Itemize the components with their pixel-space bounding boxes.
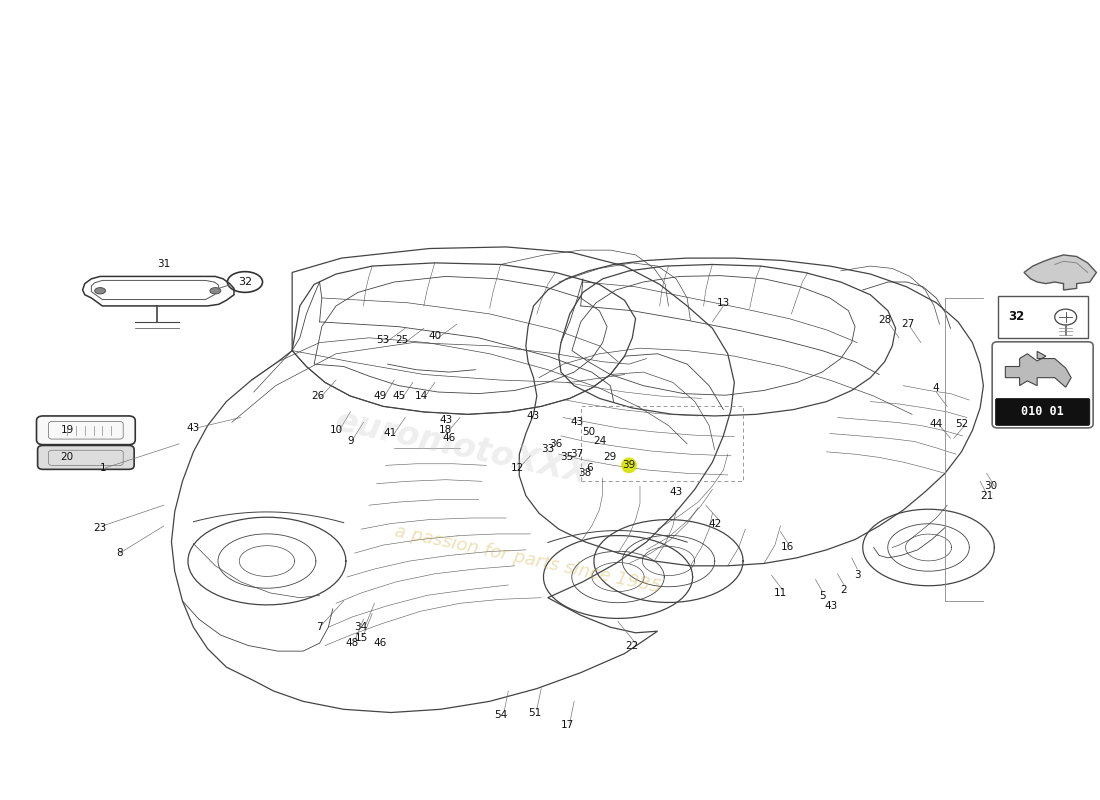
Text: 35: 35 <box>560 452 573 462</box>
Text: 34: 34 <box>354 622 367 632</box>
Text: 50: 50 <box>582 427 595 437</box>
Text: 43: 43 <box>187 423 200 433</box>
Text: a passion for parts since 1985: a passion for parts since 1985 <box>393 522 663 597</box>
Text: 16: 16 <box>780 542 793 553</box>
Text: 25: 25 <box>395 335 408 346</box>
Text: 49: 49 <box>373 391 386 401</box>
Text: 15: 15 <box>354 633 367 642</box>
Text: 52: 52 <box>955 419 968 429</box>
Text: 31: 31 <box>157 259 170 270</box>
Ellipse shape <box>95 287 106 294</box>
Polygon shape <box>1024 255 1097 290</box>
Text: 30: 30 <box>984 481 998 491</box>
Text: 18: 18 <box>439 426 452 435</box>
Text: 24: 24 <box>593 437 606 446</box>
Text: 5: 5 <box>818 591 825 601</box>
Text: 43: 43 <box>527 411 540 421</box>
Text: 40: 40 <box>428 331 441 342</box>
Text: 37: 37 <box>570 450 583 459</box>
Text: 33: 33 <box>541 445 554 454</box>
FancyBboxPatch shape <box>992 342 1093 428</box>
Text: 43: 43 <box>670 486 683 497</box>
Ellipse shape <box>210 287 221 294</box>
FancyBboxPatch shape <box>996 398 1090 426</box>
Text: 27: 27 <box>901 319 914 330</box>
Text: 41: 41 <box>383 429 396 438</box>
Text: 7: 7 <box>317 622 323 632</box>
Bar <box>998 296 1088 338</box>
Text: 4: 4 <box>933 383 939 393</box>
Text: 44: 44 <box>930 419 943 429</box>
FancyBboxPatch shape <box>36 416 135 445</box>
Polygon shape <box>1005 351 1071 387</box>
Text: 2: 2 <box>840 585 847 594</box>
Text: 45: 45 <box>392 391 405 401</box>
Text: 11: 11 <box>773 588 786 598</box>
Text: 23: 23 <box>94 522 107 533</box>
Bar <box>581 406 744 482</box>
Text: 1: 1 <box>100 462 107 473</box>
Text: 3: 3 <box>854 570 860 580</box>
Text: 39: 39 <box>623 460 636 470</box>
Text: 48: 48 <box>345 638 359 648</box>
Text: 10: 10 <box>330 426 342 435</box>
Text: 19: 19 <box>60 426 74 435</box>
Text: 46: 46 <box>373 638 386 648</box>
Text: 36: 36 <box>549 439 562 449</box>
Text: 32: 32 <box>1009 310 1025 322</box>
Text: 22: 22 <box>626 641 639 650</box>
Text: 43: 43 <box>439 415 452 425</box>
Text: 42: 42 <box>708 518 722 529</box>
Text: 14: 14 <box>415 391 428 401</box>
Text: 46: 46 <box>442 434 455 443</box>
FancyBboxPatch shape <box>37 446 134 470</box>
Text: 53: 53 <box>376 335 389 346</box>
Text: 43: 43 <box>571 418 584 427</box>
Text: 32: 32 <box>238 277 252 287</box>
Text: 17: 17 <box>561 720 574 730</box>
Text: 20: 20 <box>60 452 74 462</box>
Text: 43: 43 <box>824 601 837 610</box>
Text: 12: 12 <box>510 462 524 473</box>
Text: 8: 8 <box>117 548 123 558</box>
Text: 54: 54 <box>494 710 507 720</box>
Text: 28: 28 <box>878 315 891 326</box>
Text: 9: 9 <box>346 437 353 446</box>
Text: 26: 26 <box>311 391 324 401</box>
Text: 29: 29 <box>604 452 617 462</box>
Text: 6: 6 <box>586 462 593 473</box>
Text: 13: 13 <box>717 298 730 308</box>
Text: euromotoXXX: euromotoXXX <box>332 405 593 491</box>
Text: 010 01: 010 01 <box>1021 406 1064 418</box>
Text: 21: 21 <box>980 490 993 501</box>
Text: 38: 38 <box>579 468 592 478</box>
Text: 51: 51 <box>528 707 541 718</box>
